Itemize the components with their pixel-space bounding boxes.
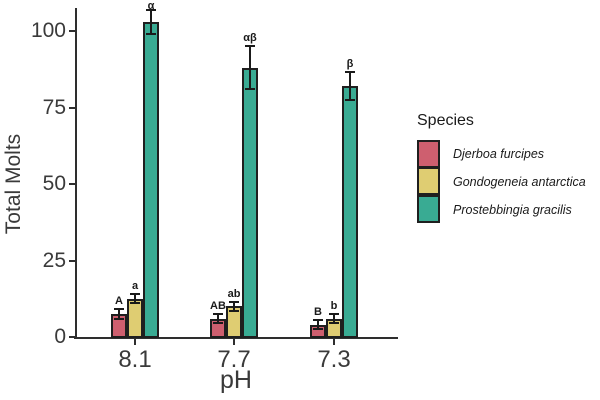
y-tick-mark — [69, 183, 75, 185]
y-tick-mark — [69, 336, 75, 338]
x-axis-title: pH — [220, 366, 252, 394]
legend-title: Species — [417, 112, 474, 129]
error-bar-line — [150, 9, 152, 35]
significance-letter: A — [115, 295, 123, 308]
legend-items: Djerboa furcipes Gondogeneia antarctica Pr… — [417, 140, 597, 224]
y-tick-mark — [69, 30, 75, 32]
significance-letter: a — [131, 280, 139, 293]
error-bar-cap-bottom — [329, 322, 339, 325]
error-bar-cap-bottom — [130, 302, 140, 305]
error-bar-line — [317, 320, 319, 330]
error-bar-line — [233, 301, 235, 311]
error-bar-line — [349, 72, 351, 100]
legend-item: Prostebbingia gracilis — [417, 195, 597, 224]
x-tick-label: 8.1 — [118, 346, 152, 373]
error-bar-cap-bottom — [245, 88, 255, 91]
significance-letter: ab — [227, 287, 241, 300]
legend-label: Prostebbingia gracilis — [453, 203, 572, 217]
error-bar-cap-top — [229, 300, 239, 303]
y-tick-mark — [69, 106, 75, 109]
significance-letter: b — [330, 300, 338, 313]
error-bar-cap-top — [313, 319, 323, 322]
error-bar-cap-bottom — [229, 309, 239, 312]
error-bar-cap-bottom — [213, 322, 223, 325]
y-tick-label: 50 — [42, 172, 66, 195]
legend-label: Djerboa furcipes — [453, 147, 545, 161]
error-bar-cap-top — [114, 308, 124, 311]
x-tick-mark — [233, 339, 235, 345]
error-bar-cap-top — [329, 313, 339, 316]
error-bar-cap-top — [213, 313, 223, 316]
error-bar-line — [333, 314, 335, 324]
significance-letter: β — [346, 58, 354, 71]
error-bar-cap-top — [146, 8, 156, 11]
x-tick-mark — [134, 339, 136, 345]
x-axis-line — [74, 337, 398, 339]
error-bar-cap-top — [130, 293, 140, 296]
x-tick-label: 7.7 — [217, 346, 251, 373]
significance-letter: AB — [210, 300, 226, 313]
x-tick-label: 7.3 — [317, 346, 351, 373]
significance-letter: B — [314, 306, 322, 319]
error-bar-cap-bottom — [114, 317, 124, 320]
x-tick-mark — [333, 339, 335, 345]
legend-item: Djerboa furcipes — [417, 140, 597, 168]
error-bar-line — [217, 314, 219, 324]
y-tick-mark — [69, 259, 75, 262]
legend-swatch-icon — [417, 167, 440, 195]
error-bar-line — [134, 294, 136, 304]
error-bar-line — [118, 309, 120, 319]
y-tick-label: 25 — [42, 248, 66, 272]
error-bar-line — [249, 46, 251, 90]
legend-swatch-icon — [417, 140, 440, 168]
legend: Species Djerboa furcipes Gondogeneia anta… — [417, 112, 597, 224]
y-tick-label: 75 — [42, 95, 66, 119]
y-tick-label: 100 — [30, 19, 66, 42]
error-bar-cap-bottom — [345, 98, 355, 101]
error-bar-cap-top — [345, 71, 355, 74]
legend-label: Gondogeneia antarctica — [453, 175, 586, 189]
legend-swatch-icon — [417, 195, 440, 223]
significance-letter: α — [147, 0, 155, 12]
y-axis-line — [75, 8, 77, 339]
y-tick-label: 0 — [54, 325, 66, 348]
error-bar-cap-bottom — [146, 33, 156, 36]
significance-letter: αβ — [243, 32, 257, 45]
error-bar-cap-top — [245, 45, 255, 48]
error-bar-cap-bottom — [313, 328, 323, 331]
legend-item: Gondogeneia antarctica — [417, 167, 597, 196]
